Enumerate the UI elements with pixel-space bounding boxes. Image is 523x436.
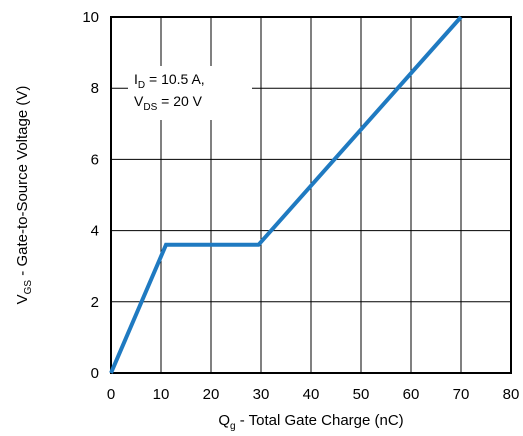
x-tick-label: 80 <box>503 386 520 403</box>
x-tick-label: 30 <box>253 386 270 403</box>
grid-lines <box>110 16 512 374</box>
annotation-line-2: VDS = 20 V <box>134 93 203 113</box>
x-tick-label: 0 <box>107 386 115 403</box>
annotation-line-1: ID = 10.5 A, <box>134 71 205 91</box>
series-line <box>109 15 463 374</box>
y-tick-label: 0 <box>91 365 99 382</box>
y-tick-label: 2 <box>91 294 99 311</box>
tick-labels: 0 10 20 30 40 50 60 70 80 0 2 4 6 8 10 <box>82 9 519 403</box>
x-tick-label: 50 <box>353 386 370 403</box>
x-tick-label: 40 <box>303 386 320 403</box>
plot-frame <box>110 16 512 374</box>
y-tick-label: 8 <box>91 80 99 97</box>
y-tick-label: 6 <box>91 151 99 168</box>
y-axis-label: VGS - Gate-to-Source Voltage (V) <box>14 86 34 305</box>
annotation-background <box>128 66 252 120</box>
x-tick-label: 70 <box>453 386 470 403</box>
x-tick-label: 60 <box>403 386 420 403</box>
y-tick-label: 4 <box>91 223 99 240</box>
x-tick-label: 10 <box>153 386 170 403</box>
x-axis-label: Qg - Total Gate Charge (nC) <box>218 412 403 432</box>
y-tick-label: 10 <box>82 9 99 26</box>
x-tick-label: 20 <box>203 386 220 403</box>
